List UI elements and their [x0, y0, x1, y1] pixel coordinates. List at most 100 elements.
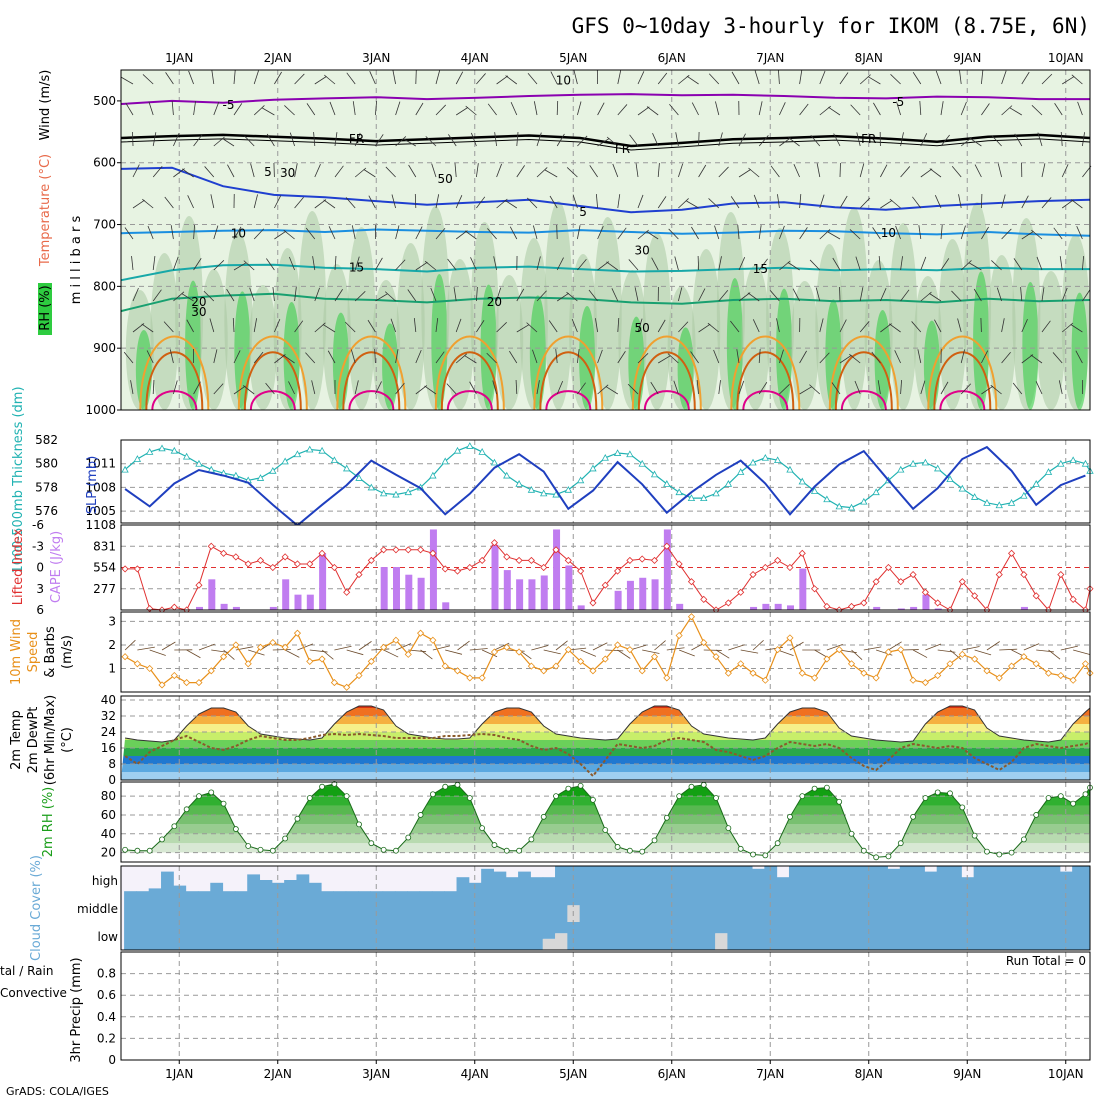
rh-point	[220, 800, 227, 807]
upper-wind-barb	[454, 163, 457, 178]
wind-speed-point	[601, 655, 609, 663]
cape-ylabel: CAPE (J/kg)	[49, 531, 64, 603]
upper-wind-barb	[758, 101, 763, 116]
surface-wind-barb	[124, 639, 136, 651]
upper-wind-barb	[282, 354, 295, 364]
surface-temp-contour	[336, 335, 407, 411]
cloud-middle-cell	[936, 894, 950, 922]
cloud-high-cell	[296, 874, 310, 894]
cloud-high-cell	[604, 866, 618, 894]
chart-title: GFS 0~10day 3-hourly for IKOM (8.75E, 6N…	[572, 14, 1090, 38]
cloud-low-cell	[259, 922, 273, 950]
top-x-tick: 1JAN	[165, 51, 193, 65]
upper-wind-barb	[940, 258, 950, 271]
upper-wind-barb	[981, 350, 989, 364]
precip-y-tick: 0.8	[97, 967, 116, 981]
cloud-middle-cell	[259, 894, 273, 922]
cloud-high-cell	[148, 888, 162, 894]
upper-wind-barb	[1061, 287, 1068, 302]
upper-wind-barb	[504, 200, 518, 209]
wind-speed-point	[971, 655, 979, 663]
cloud-high-cell	[234, 891, 248, 894]
upper-wind-barb	[890, 73, 901, 85]
surface-wind-barb	[826, 643, 843, 651]
cloud-low-cell	[813, 922, 827, 950]
rh-point	[429, 791, 436, 798]
wind-speed-point	[478, 674, 486, 682]
upper-wind-barb	[526, 322, 538, 333]
cloud-low-cell	[998, 922, 1012, 950]
upper-wind-barb	[313, 132, 316, 147]
upper-wind-barb	[758, 258, 768, 271]
upper-wind-barb	[435, 104, 447, 116]
cloud-low-cell	[985, 922, 999, 950]
cloud-high-cell	[124, 891, 137, 894]
upper-wind-barb	[536, 290, 547, 302]
surface-wind-barb	[334, 645, 352, 651]
upper-wind-barb	[266, 258, 275, 271]
temp-y-tick: 40	[101, 693, 116, 707]
surface-temp-contour	[533, 335, 604, 411]
cloud-middle-cell	[345, 894, 359, 922]
surface-wind-barb	[321, 649, 334, 660]
thickness-point	[835, 502, 843, 510]
upper-wind-barb	[125, 102, 134, 116]
surface-wind-barb	[186, 649, 201, 659]
upper-wind-barb	[686, 75, 699, 85]
precip-y-tick: 0.6	[97, 988, 116, 1002]
cloud-low-cell	[555, 933, 568, 950]
cape-bar	[319, 553, 327, 610]
temp-ylabel-part: 2m Temp	[9, 710, 24, 770]
cape-bar	[1020, 606, 1028, 610]
rh-color-band	[121, 805, 1090, 815]
cape-bar	[269, 606, 277, 610]
upper-wind-barb	[274, 71, 282, 85]
surface-temp-contour	[631, 335, 702, 411]
cloud-middle-cell	[321, 894, 334, 922]
thickness-point	[330, 456, 339, 464]
thickness-point	[909, 459, 917, 467]
rh-point	[479, 825, 486, 832]
upper-wind-barb	[859, 197, 871, 209]
isotherm-fr	[120, 133, 1091, 148]
thickness-y-tick: 580	[35, 457, 58, 471]
upper-wind-barb	[431, 163, 437, 178]
temp-color-band	[121, 696, 1090, 700]
wind-speed-point	[404, 650, 412, 658]
upper-wind-barb	[262, 107, 275, 116]
rh-point	[269, 847, 276, 854]
upper-wind-barb	[345, 321, 356, 333]
upper-wind-barb	[363, 169, 376, 178]
cloud-low-cell-top	[715, 922, 728, 934]
wind-speed-point	[921, 679, 929, 687]
top-x-tick: 6JAN	[658, 51, 686, 65]
wind-speed-point	[417, 629, 425, 637]
upper-wind-barb	[435, 318, 439, 333]
wind-speed-point	[207, 667, 215, 675]
upper-wind-barb	[1031, 104, 1043, 116]
wind-speed-point	[355, 671, 363, 680]
top-x-tick: 4JAN	[461, 51, 489, 65]
contour-label: 50	[635, 321, 650, 335]
thickness-point	[700, 494, 708, 501]
cape-bar	[774, 603, 782, 610]
cloud-middle-cell	[825, 894, 839, 922]
cloud-middle-cell	[370, 894, 384, 922]
upper-wind-barb	[960, 101, 967, 116]
lifted-index-point	[675, 560, 683, 568]
wind-speed-point	[712, 653, 720, 661]
cloud-middle-cell	[161, 894, 174, 922]
wind-y-tick: 3	[108, 614, 116, 628]
thickness-point	[1032, 480, 1040, 487]
wind-speed-point	[1069, 676, 1077, 684]
wind-speed-point	[761, 676, 769, 684]
cloud-middle-cell	[358, 894, 371, 922]
upper-wind-barb	[510, 102, 518, 116]
upper-wind-barb	[1070, 199, 1083, 209]
upper-wind-barb	[1054, 103, 1063, 116]
upper-wind-barb	[657, 72, 668, 85]
thickness-point	[712, 489, 720, 497]
upper-wind-barb	[152, 166, 163, 178]
upper-wind-barb	[737, 225, 740, 240]
